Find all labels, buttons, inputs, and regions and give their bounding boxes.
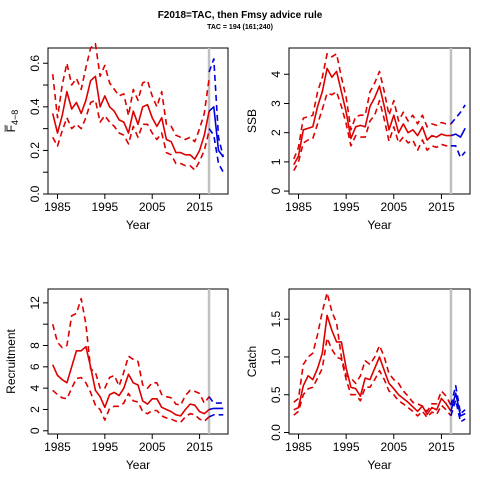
x-tick-label: 2015 xyxy=(186,440,213,454)
series-lower xyxy=(293,91,451,171)
y-tick-label: 1 xyxy=(269,158,283,165)
x-tick-label: 2005 xyxy=(139,440,166,454)
x-tick-label: 1995 xyxy=(91,440,118,454)
series-forecast xyxy=(450,392,466,417)
series-forecast-upper xyxy=(208,396,224,404)
series-upper xyxy=(293,291,452,413)
x-tick-label: 1985 xyxy=(285,200,312,214)
x-tick-label: 1995 xyxy=(333,200,360,214)
y-tick-label: 2 xyxy=(269,129,283,136)
y-tick-label: 4 xyxy=(269,71,283,78)
y-tick-label: 0 xyxy=(28,427,42,434)
plot-frame xyxy=(47,47,229,195)
series-forecast xyxy=(208,106,224,158)
y-tick-label: 0.5 xyxy=(269,386,283,403)
y-tick-label: 0.0 xyxy=(269,424,283,441)
x-axis-label: Year xyxy=(126,218,150,232)
series-estimate xyxy=(293,67,451,166)
series-upper xyxy=(293,52,451,160)
panel-2: 1985 1995 2005 2015 Year 0 1 2 3 4 SSB xyxy=(245,47,471,232)
x-axis-label: Year xyxy=(126,458,150,472)
figure-subtitle: TAC = 194 (161;240) xyxy=(207,24,273,31)
series-estimate xyxy=(51,75,210,160)
y-axis-label: F̅4−8 xyxy=(4,110,20,133)
series-estimate xyxy=(293,314,452,416)
x-tick-label: 1995 xyxy=(333,440,360,454)
y-tick-label: 1.5 xyxy=(269,311,283,328)
x-tick-label: 2015 xyxy=(428,200,455,214)
series-forecast-upper xyxy=(450,384,466,415)
series-upper xyxy=(51,42,210,143)
series-forecast-lower xyxy=(450,145,466,159)
series-forecast xyxy=(208,407,224,411)
series-forecast-lower xyxy=(208,413,224,418)
series-upper xyxy=(51,297,210,407)
y-axis-label: Catch xyxy=(245,346,259,377)
x-axis-label: Year xyxy=(367,218,391,232)
x-tick-label: 2015 xyxy=(186,200,213,214)
plot-frame xyxy=(288,47,471,195)
plot-frame xyxy=(47,288,229,435)
y-tick-label: 4 xyxy=(28,384,42,391)
y-tick-label: 3 xyxy=(269,100,283,107)
series-forecast-lower xyxy=(208,128,225,173)
y-tick-label: 8 xyxy=(28,342,42,349)
series-lower xyxy=(293,337,452,419)
y-tick-label: 0.6 xyxy=(28,55,42,72)
plot-frame xyxy=(288,288,471,435)
x-tick-label: 2005 xyxy=(380,440,407,454)
series-estimate xyxy=(51,345,210,417)
y-tick-label: 0.2 xyxy=(28,142,42,159)
y-tick-label: 0 xyxy=(269,187,283,194)
x-tick-label: 1985 xyxy=(44,440,71,454)
series-lower xyxy=(51,99,210,171)
x-tick-label: 2005 xyxy=(380,200,407,214)
panel-4: 1985 1995 2005 2015 Year 0.0 0.5 1.0 1.5 Catch xyxy=(245,288,471,472)
series-forecast-upper xyxy=(450,104,466,125)
series-lower xyxy=(52,376,210,424)
y-axis-label-subscript: 4−8 xyxy=(10,110,20,125)
x-tick-label: 2015 xyxy=(428,440,455,454)
series-forecast-lower xyxy=(450,399,466,423)
y-axis-label: Recruitment xyxy=(4,328,18,393)
y-tick-label: 1.0 xyxy=(269,348,283,365)
y-axis-label: SSB xyxy=(245,109,259,133)
y-tick-label: 0.4 xyxy=(28,98,42,115)
x-tick-label: 1985 xyxy=(44,200,71,214)
figure-title: F2018=TAC, then Fmsy advice rule xyxy=(157,10,323,21)
x-tick-label: 1985 xyxy=(285,440,312,454)
y-tick-label: 6 xyxy=(28,363,42,370)
series-forecast xyxy=(450,127,466,138)
x-axis-label: Year xyxy=(367,458,391,472)
y-tick-label: 2 xyxy=(28,406,42,413)
y-tick-label: 12 xyxy=(28,296,42,310)
panel-1: 1985 1995 2005 2015 Year 0.0 0.2 0.4 0.6 F̅4−8 xyxy=(4,42,229,232)
panel-3: 1985 1995 2005 2015 Year 0 2 4 6 8 12 Recruitment xyxy=(4,288,229,472)
x-tick-label: 2005 xyxy=(139,200,166,214)
series-forecast-upper xyxy=(208,58,225,158)
y-tick-label: 0.0 xyxy=(28,185,42,202)
x-tick-label: 1995 xyxy=(91,200,118,214)
